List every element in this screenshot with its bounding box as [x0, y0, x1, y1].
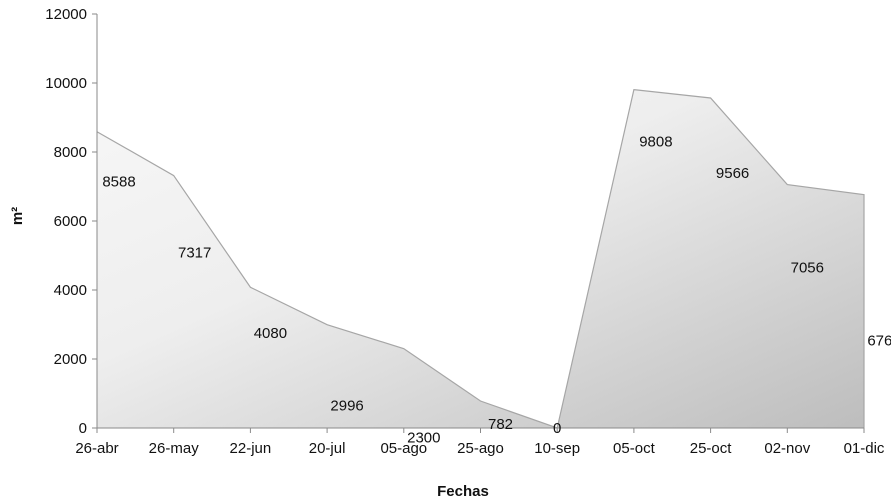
x-axis-title: Fechas	[437, 483, 489, 500]
y-tick-label: 0	[79, 420, 87, 437]
data-label: 9566	[716, 165, 749, 182]
data-label: 2300	[407, 430, 440, 447]
x-tick-label: 05-ago	[380, 440, 427, 457]
area-outline	[96, 88, 865, 429]
area-fill	[97, 89, 864, 429]
x-tick-label: 20-jul	[309, 440, 346, 457]
data-label: 0	[553, 420, 561, 437]
x-tick-label: 26-may	[149, 440, 200, 457]
data-label: 6764	[867, 333, 891, 350]
data-labels: 8588 7317 4080 2996 2300 782 0 9808 9566 7056 6764	[102, 134, 891, 447]
y-tick-label: 8000	[54, 144, 87, 161]
x-tick-label: 02-nov	[764, 440, 810, 457]
y-axis-title: m²	[9, 207, 26, 225]
data-label: 9808	[639, 134, 672, 151]
x-tick-label: 05-oct	[613, 440, 656, 457]
x-tick-label: 22-jun	[230, 440, 272, 457]
x-tick-label: 10-sep	[534, 440, 580, 457]
y-tick-label: 12000	[45, 6, 87, 23]
axes	[92, 13, 865, 433]
data-label: 2996	[330, 398, 363, 415]
data-label: 8588	[102, 174, 135, 191]
y-axis-tick-labels: 0 2000 4000 6000 8000 10000 12000	[45, 6, 87, 437]
y-tick-label: 4000	[54, 282, 87, 299]
y-tick-label: 2000	[54, 351, 87, 368]
x-tick-label: 26-abr	[75, 440, 118, 457]
data-label: 782	[488, 416, 513, 433]
x-tick-label: 25-oct	[690, 440, 733, 457]
x-tick-label: 25-ago	[457, 440, 504, 457]
data-label: 7056	[791, 260, 824, 277]
y-tick-label: 6000	[54, 213, 87, 230]
data-label: 4080	[254, 325, 287, 342]
x-tick-label: 01-dic	[844, 440, 885, 457]
area-series	[96, 88, 865, 429]
data-label: 7317	[178, 245, 211, 262]
x-axis-tick-labels: 26-abr 26-may 22-jun 20-jul 05-ago 25-ago 10-s…	[75, 440, 885, 457]
y-tick-label: 10000	[45, 75, 87, 92]
